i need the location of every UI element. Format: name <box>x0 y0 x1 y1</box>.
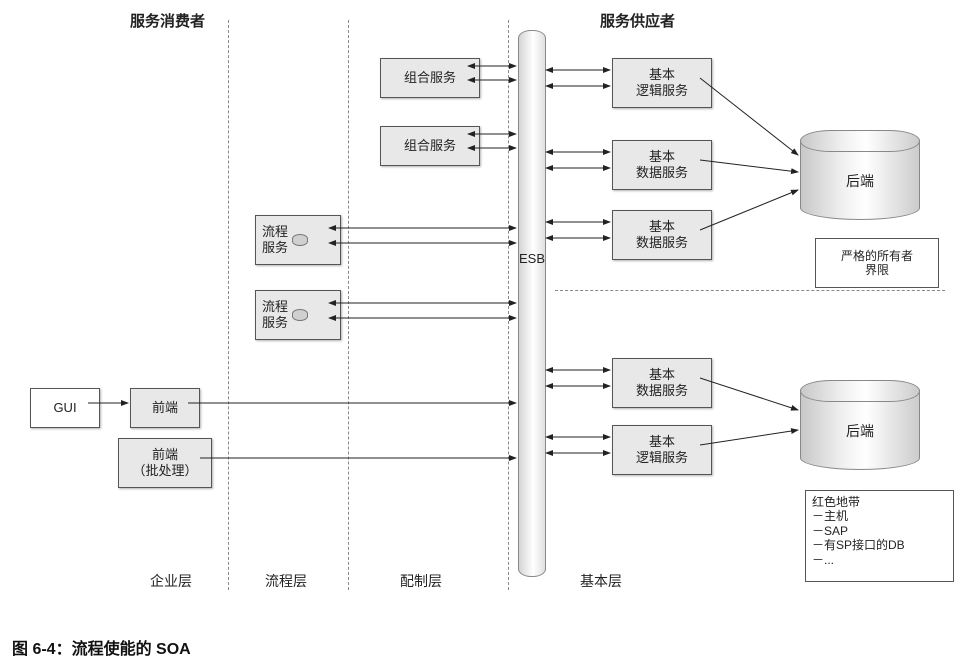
divider-1 <box>228 20 229 590</box>
backend-db-2-label: 后端 <box>800 421 920 441</box>
divider-2 <box>348 20 349 590</box>
layer-basic: 基本层 <box>580 571 622 591</box>
process-service-2-label: 流程 服务 <box>262 299 288 330</box>
process-service-1: 流程 服务 <box>255 215 341 265</box>
layer-config: 配制层 <box>400 571 442 591</box>
esb-bus: ESB <box>518 30 546 577</box>
composite-service-1: 组合服务 <box>380 58 480 98</box>
frontend-box: 前端 <box>130 388 200 428</box>
db-icon <box>292 309 308 321</box>
basic-data-2: 基本 数据服务 <box>612 210 712 260</box>
divider-3 <box>508 20 509 590</box>
red-zone-box: 红色地带 －主机 －SAP －有SP接口的DB －... <box>805 490 954 582</box>
composite-service-2: 组合服务 <box>380 126 480 166</box>
frontend-batch-box: 前端 （批处理） <box>118 438 212 488</box>
owner-boundary-box: 严格的所有者 界限 <box>815 238 939 288</box>
basic-data-3: 基本 数据服务 <box>612 358 712 408</box>
figure-caption: 图 6-4：流程使能的 SOA <box>12 635 191 659</box>
header-consumer: 服务消费者 <box>130 10 205 31</box>
basic-logic-2: 基本 逻辑服务 <box>612 425 712 475</box>
esb-label: ESB <box>519 251 545 266</box>
hdivider <box>555 290 945 291</box>
basic-data-1: 基本 数据服务 <box>612 140 712 190</box>
backend-db-1: 后端 <box>800 130 920 220</box>
diagram-canvas: 服务消费者 服务供应者 企业层 流程层 配制层 基本层 ESB GUI 前端 前… <box>0 0 978 669</box>
process-service-1-label: 流程 服务 <box>262 224 288 255</box>
db-icon <box>292 234 308 246</box>
backend-db-2: 后端 <box>800 380 920 470</box>
layer-enterprise: 企业层 <box>150 571 192 591</box>
basic-logic-1: 基本 逻辑服务 <box>612 58 712 108</box>
gui-box: GUI <box>30 388 100 428</box>
header-provider: 服务供应者 <box>600 10 675 31</box>
process-service-2: 流程 服务 <box>255 290 341 340</box>
layer-process: 流程层 <box>265 571 307 591</box>
backend-db-1-label: 后端 <box>800 171 920 191</box>
